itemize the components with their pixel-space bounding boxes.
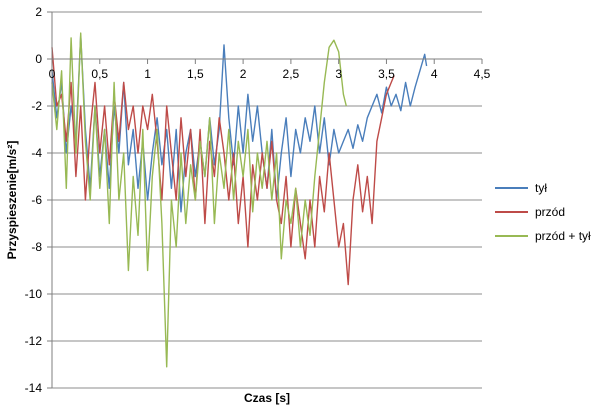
gridlines — [52, 11, 482, 389]
x-tick-label-5: 2,5 — [283, 67, 300, 81]
x-tick-label-3: 1,5 — [187, 67, 204, 81]
y-tick-label-0: 2 — [35, 5, 42, 19]
x-tick-label-4: 2 — [240, 67, 247, 81]
legend-label-2: przód + tył — [535, 229, 591, 243]
series-lines — [51, 32, 428, 368]
y-tick-label-8: -14 — [25, 381, 43, 395]
x-tick-label-2: 1 — [144, 67, 151, 81]
legend-label-1: przód — [535, 205, 565, 219]
x-tick-label-8: 4 — [431, 67, 438, 81]
y-tick-labels: 2 0 -2 -4 -6 -8 -10 -12 -14 — [25, 5, 43, 395]
series-line-2 — [51, 32, 347, 368]
axes — [47, 11, 483, 389]
legend: tył przód przód + tył — [495, 181, 591, 243]
y-tick-label-7: -12 — [25, 334, 43, 348]
y-tick-label-5: -8 — [31, 240, 42, 254]
x-tick-label-9: 4,5 — [474, 67, 491, 81]
series-line-0 — [51, 34, 428, 213]
y-tick-label-2: -2 — [31, 99, 42, 113]
legend-label-0: tył — [535, 181, 547, 195]
y-tick-label-1: 0 — [35, 52, 42, 66]
series-line-1 — [51, 47, 395, 286]
x-tick-label-6: 3 — [335, 67, 342, 81]
x-tick-labels: 0 0,5 1 1,5 2 2,5 3 3,5 4 4,5 — [49, 67, 491, 81]
y-tick-label-3: -4 — [31, 146, 42, 160]
x-tick-label-1: 0,5 — [91, 67, 108, 81]
y-tick-label-4: -6 — [31, 193, 42, 207]
y-tick-label-6: -10 — [25, 287, 43, 301]
x-tick-label-7: 3,5 — [378, 67, 395, 81]
x-axis-title: Czas [s] — [244, 391, 290, 405]
y-axis-title: Przyspieszenie[m/s²] — [5, 141, 19, 260]
x-tick-label-0: 0 — [49, 67, 56, 81]
